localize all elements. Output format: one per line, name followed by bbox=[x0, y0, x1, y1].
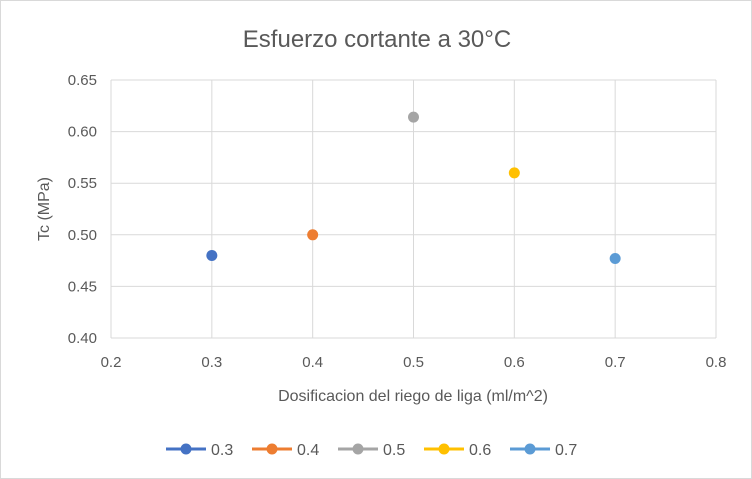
x-tick-label: 0.4 bbox=[302, 354, 323, 371]
x-tick-label: 0.3 bbox=[201, 354, 222, 371]
chart-title: Esfuerzo cortante a 30°C bbox=[243, 26, 511, 53]
y-tick-label: 0.45 bbox=[68, 278, 97, 295]
legend-item-0-3: 0.3 bbox=[166, 442, 233, 459]
x-tick-label: 0.5 bbox=[403, 354, 424, 371]
data-point-0-7 bbox=[609, 253, 621, 265]
data-point-0-5 bbox=[408, 111, 419, 123]
x-tick-label: 0.2 bbox=[101, 354, 122, 371]
legend-label: 0.5 bbox=[383, 442, 405, 459]
legend-item-0-6: 0.6 bbox=[424, 442, 491, 459]
legend-label: 0.4 bbox=[297, 442, 319, 459]
y-tick-label: 0.50 bbox=[68, 227, 97, 244]
data-point-0-3 bbox=[206, 249, 218, 261]
y-tick-label: 0.65 bbox=[68, 72, 97, 89]
y-tick-label: 0.40 bbox=[68, 330, 97, 347]
legend-label: 0.7 bbox=[555, 442, 577, 459]
legend-item-0-7: 0.7 bbox=[510, 442, 577, 459]
data-point-0-6 bbox=[508, 167, 520, 179]
x-axis-label: Dosificacion del riego de liga (ml/m^2) bbox=[278, 388, 548, 405]
x-tick-label: 0.6 bbox=[504, 354, 525, 371]
legend-marker bbox=[352, 443, 364, 455]
legend-marker bbox=[266, 443, 278, 455]
legend-label: 0.3 bbox=[211, 442, 233, 459]
data-points bbox=[206, 111, 621, 265]
x-tick-label: 0.7 bbox=[605, 354, 626, 371]
data-point-0-4 bbox=[307, 229, 319, 241]
grid-layer bbox=[110, 79, 717, 339]
y-tick-label: 0.60 bbox=[68, 124, 97, 141]
legend-label: 0.6 bbox=[469, 442, 491, 459]
legend-item-0-5: 0.5 bbox=[338, 442, 405, 459]
y-tick-label: 0.55 bbox=[68, 175, 97, 192]
y-axis-label: Tc (MPa) bbox=[36, 177, 53, 241]
chart-legend: 0.3 0.4 0.5 0.6 0.7 bbox=[166, 442, 577, 459]
x-axis-ticks: 0.2 0.3 0.4 0.5 0.6 0.7 0.8 bbox=[101, 354, 727, 371]
legend-marker bbox=[438, 443, 450, 455]
legend-item-0-4: 0.4 bbox=[252, 442, 319, 459]
y-axis-ticks: 0.40 0.45 0.50 0.55 0.60 0.65 bbox=[68, 72, 97, 347]
legend-marker bbox=[180, 443, 192, 455]
legend-marker bbox=[524, 443, 536, 455]
x-tick-label: 0.8 bbox=[706, 354, 727, 371]
